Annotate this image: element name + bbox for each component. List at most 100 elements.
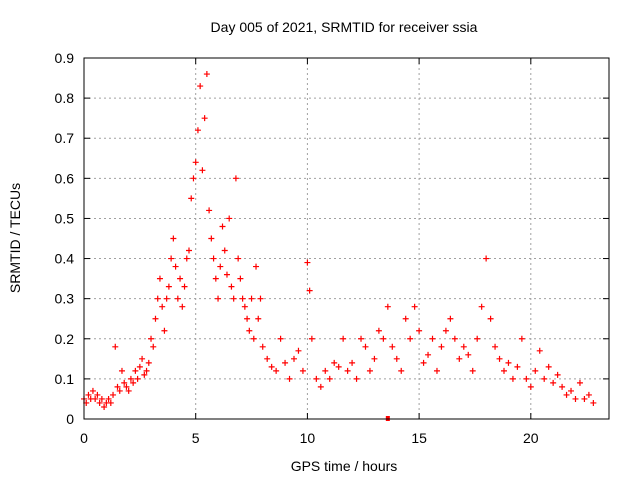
x-tick-label: 5 [192,430,200,446]
data-point [199,167,206,174]
x-axis-title: GPS time / hours [291,458,398,474]
data-point [92,395,99,402]
y-tick-label: 0.4 [55,251,75,267]
data-point [295,347,302,354]
data-point [116,387,123,394]
data-point [541,375,548,382]
data-point [545,363,552,370]
x-tick-label: 0 [80,430,88,446]
data-point [451,335,458,342]
y-tick-label: 0.7 [55,130,75,146]
data-point [244,315,251,322]
data-point [438,343,445,350]
data-point [212,275,219,282]
data-point [226,215,233,222]
data-point [112,343,119,350]
data-point [572,395,579,402]
data-point [492,343,499,350]
data-point [186,247,192,254]
data-point [139,355,146,362]
data-point [420,359,427,366]
data-point [340,335,347,342]
data-point [174,295,181,302]
data-point [478,303,485,310]
data-point [250,335,257,342]
data-point [228,283,235,290]
plot-frame [83,57,610,420]
data-point [322,367,329,374]
data-point [154,295,161,302]
data-point [237,275,244,282]
data-point [181,283,188,290]
data-point [590,399,597,406]
y-tick-label: 0.3 [55,291,75,307]
data-point [152,315,159,322]
data-point [384,303,391,310]
data-point [358,335,365,342]
data-point [190,175,197,182]
data-point [411,303,418,310]
data-point [264,355,271,362]
axis-ticks: 0 0.1 0.2 0.3 0.4 0.5 0.6 0.7 0.8 0.9 0 5 10 15 20 [55,50,609,446]
data-point [505,359,512,366]
data-point [398,367,405,374]
data-point [474,335,481,342]
data-point [136,363,143,370]
data-point [429,335,436,342]
data-point [230,295,237,302]
data-point [393,355,400,362]
data-point [130,379,137,386]
data-point [210,255,217,262]
data-point [308,335,315,342]
data-point [509,375,516,382]
data-point [268,363,275,370]
data-point [208,235,215,242]
data-point [177,275,184,282]
data-point [389,343,396,350]
data-point [496,355,503,362]
y-tick-label: 0.2 [55,331,75,347]
data-point [407,335,414,342]
data-point [219,223,226,230]
data-point [98,395,105,402]
data-point [253,263,260,270]
y-tick-label: 0.1 [55,371,75,387]
data-point [442,327,449,334]
data-point [145,359,152,366]
data-point [201,115,208,122]
data-point [402,315,409,322]
data-point [223,271,230,278]
data-point [232,175,239,182]
data-point [282,359,289,366]
data-point [217,263,224,270]
data-point [425,351,432,358]
data-point [246,327,253,334]
data-point [317,383,324,390]
data-point [416,327,423,334]
data-point [581,395,588,402]
data-point [306,287,313,294]
data-point [568,387,575,394]
data-point [172,263,179,270]
data-point [118,367,125,374]
y-axis-title: SRMTID / TECUs [7,183,23,293]
data-point [514,363,521,370]
data-point [123,383,130,390]
data-point [456,355,463,362]
x-tick-label: 10 [300,430,316,446]
data-point [107,399,114,406]
data-point [132,367,139,374]
data-point [197,83,204,90]
data-point [105,395,112,402]
data-point [170,235,177,242]
data-point [161,327,168,334]
data-point [277,335,284,342]
data-point [259,343,266,350]
data-point [550,379,557,386]
data-point [114,383,121,390]
data-point [487,315,494,322]
data-point [313,375,320,382]
data-point [257,295,264,302]
data-point [273,367,280,374]
data-point [89,387,96,394]
